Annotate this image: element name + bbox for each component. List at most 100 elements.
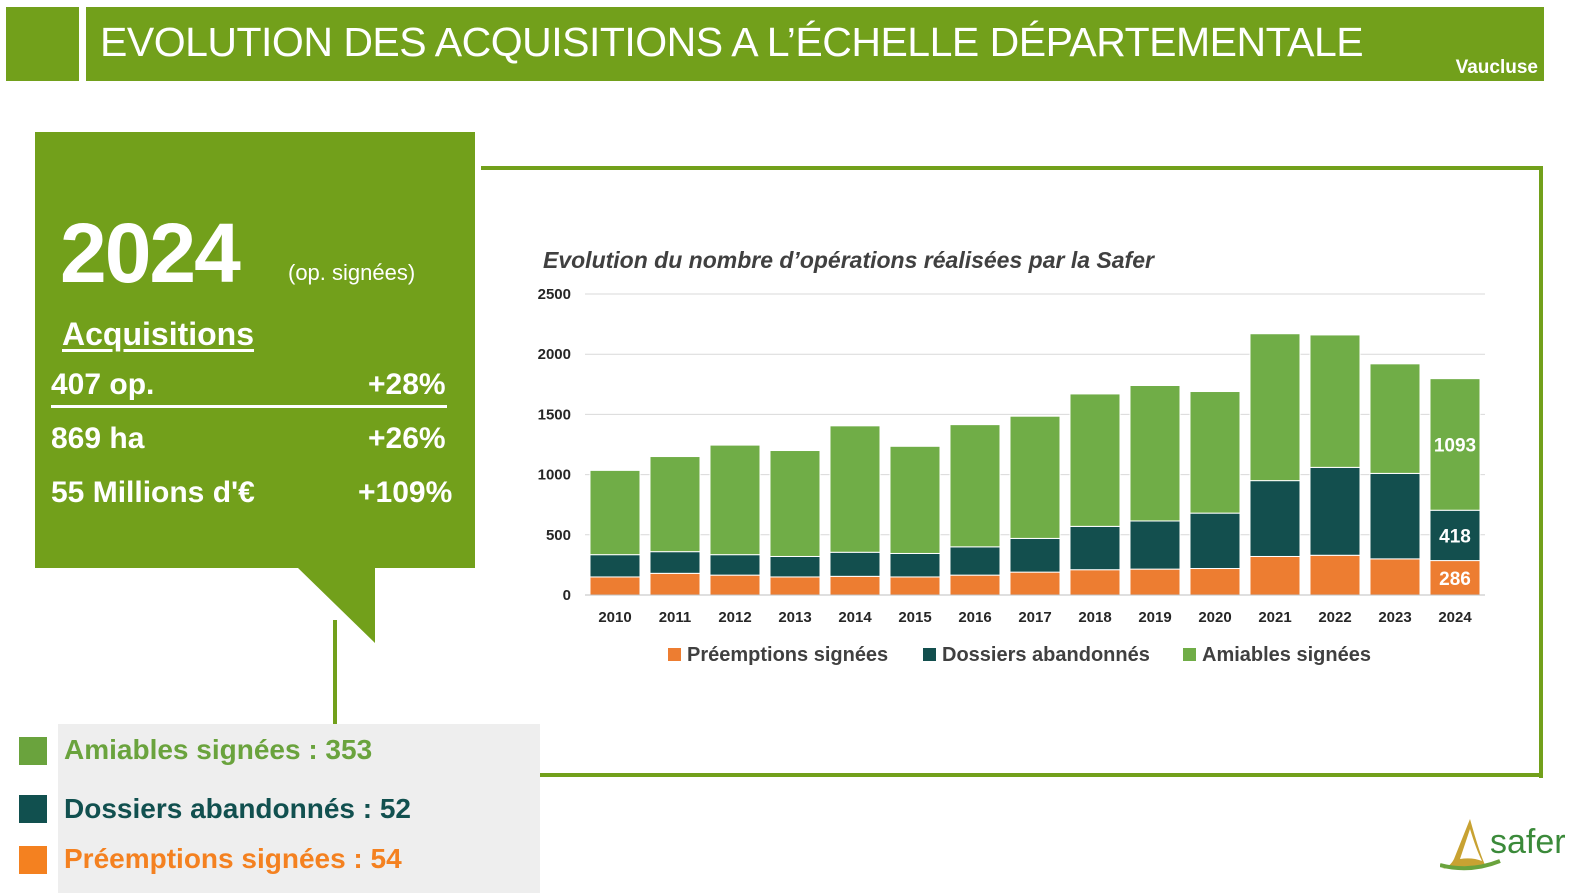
y-tick-label: 2000 <box>538 346 571 363</box>
bar-segment <box>1129 568 1181 596</box>
summary-row-label: 407 op. <box>51 368 155 401</box>
legend-swatch <box>668 648 681 661</box>
bar-segment <box>709 444 761 556</box>
bar-segment <box>1429 509 1481 562</box>
x-tick-label: 2020 <box>1198 609 1231 626</box>
bar-segment <box>769 555 821 578</box>
bar-segment <box>1129 385 1181 522</box>
bar-segment <box>1009 571 1061 596</box>
summary-row-change: +26% <box>368 422 446 455</box>
logo-leaf-shape <box>1442 819 1486 869</box>
x-tick-label: 2019 <box>1138 609 1171 626</box>
breakdown-swatch-dossiers <box>19 795 47 823</box>
breakdown-swatch-preemptions <box>19 846 47 874</box>
bar-segment <box>1069 393 1121 527</box>
bar-segment <box>1429 378 1481 511</box>
bar-segment <box>709 574 761 596</box>
summary-year: 2024 <box>60 206 241 300</box>
legend-swatch <box>923 648 936 661</box>
y-tick-label: 2500 <box>538 286 571 303</box>
header-bar: EVOLUTION DES ACQUISITIONS A L’ÉCHELLE D… <box>86 7 1544 81</box>
bar-segment <box>1309 554 1361 596</box>
logo-swoosh <box>1440 859 1501 871</box>
bar-segment <box>709 554 761 576</box>
data-label: 286 <box>1439 569 1471 590</box>
bar-segment <box>1069 525 1121 571</box>
callout-connector <box>333 620 337 724</box>
bar-segment <box>1009 537 1061 573</box>
summary-year-note: (op. signées) <box>288 260 416 285</box>
bar-segment <box>1309 466 1361 556</box>
summary-row-label: 869 ha <box>51 422 145 455</box>
bar-segment <box>1129 520 1181 570</box>
breakdown-label-dossiers: Dossiers abandonnés : 52 <box>64 793 412 824</box>
bar-segment <box>889 445 941 554</box>
bar-segment <box>649 456 701 553</box>
chart-title: Evolution du nombre d’opérations réalisé… <box>543 247 1155 273</box>
summary-row-label: 55 Millions d'€ <box>51 476 255 509</box>
bar-segment <box>769 576 821 596</box>
bar-segment <box>1249 555 1301 596</box>
y-tick-label: 500 <box>546 527 571 544</box>
header-accent-block <box>6 7 79 81</box>
x-tick-label: 2023 <box>1378 609 1411 626</box>
bar-segment <box>889 552 941 578</box>
bar-segment <box>769 450 821 557</box>
legend-label: Dossiers abandonnés <box>942 644 1150 666</box>
legend-swatch <box>1183 648 1196 661</box>
summary-callout-shape <box>35 132 475 643</box>
bar-segment <box>889 576 941 596</box>
breakdown-panel <box>58 724 540 893</box>
data-label: 418 <box>1439 526 1471 547</box>
bar-segment <box>1369 558 1421 596</box>
bar-segment <box>649 551 701 574</box>
x-tick-label: 2018 <box>1078 609 1111 626</box>
y-tick-label: 0 <box>563 587 571 604</box>
x-tick-label: 2022 <box>1318 609 1351 626</box>
summary-row-divider <box>51 405 447 408</box>
summary-callout <box>35 132 475 643</box>
bar-segment <box>1369 472 1421 560</box>
x-tick-label: 2012 <box>718 609 751 626</box>
x-tick-label: 2014 <box>838 609 872 626</box>
bar-segment <box>1189 391 1241 514</box>
x-tick-label: 2015 <box>898 609 931 626</box>
y-tick-label: 1000 <box>538 467 571 484</box>
bar-segment <box>589 576 641 596</box>
data-label: 1093 <box>1434 435 1476 456</box>
bar-segment <box>829 425 881 553</box>
breakdown-swatch-amiables <box>19 737 47 765</box>
bar-segment <box>1309 334 1361 468</box>
x-tick-label: 2021 <box>1258 609 1291 626</box>
x-tick-label: 2016 <box>958 609 991 626</box>
summary-row-change: +28% <box>368 368 446 401</box>
bar-segment <box>1369 363 1421 474</box>
logo-leaf-inner <box>1460 829 1482 861</box>
bar-segment <box>589 554 641 578</box>
bar-segment <box>829 575 881 596</box>
bar-segment <box>1249 480 1301 557</box>
bar-segment <box>649 572 701 596</box>
x-tick-label: 2011 <box>659 609 692 626</box>
page-title: EVOLUTION DES ACQUISITIONS A L’ÉCHELLE D… <box>100 19 1364 65</box>
bar-segment <box>1249 333 1301 482</box>
y-tick-label: 1500 <box>538 406 571 423</box>
x-tick-label: 2013 <box>778 609 811 626</box>
legend-label: Préemptions signées <box>687 644 888 666</box>
bar-segment <box>589 469 641 556</box>
x-tick-label: 2010 <box>598 609 631 626</box>
chart-frame-right <box>1539 166 1543 777</box>
legend-label: Amiables signées <box>1202 644 1371 666</box>
chart-frame-bottom <box>540 773 1543 777</box>
bar-segment <box>1189 512 1241 570</box>
safer-logo: safer <box>1440 819 1566 871</box>
bar-segment <box>829 551 881 577</box>
bar-segment <box>949 424 1001 548</box>
bar-segment <box>1189 568 1241 596</box>
breakdown-label-preemptions: Préemptions signées : 54 <box>64 843 402 874</box>
summary-section-title: Acquisitions <box>62 316 255 352</box>
x-tick-label: 2017 <box>1018 609 1051 626</box>
bar-segment <box>1069 569 1121 596</box>
department-label: Vaucluse <box>1455 57 1538 78</box>
